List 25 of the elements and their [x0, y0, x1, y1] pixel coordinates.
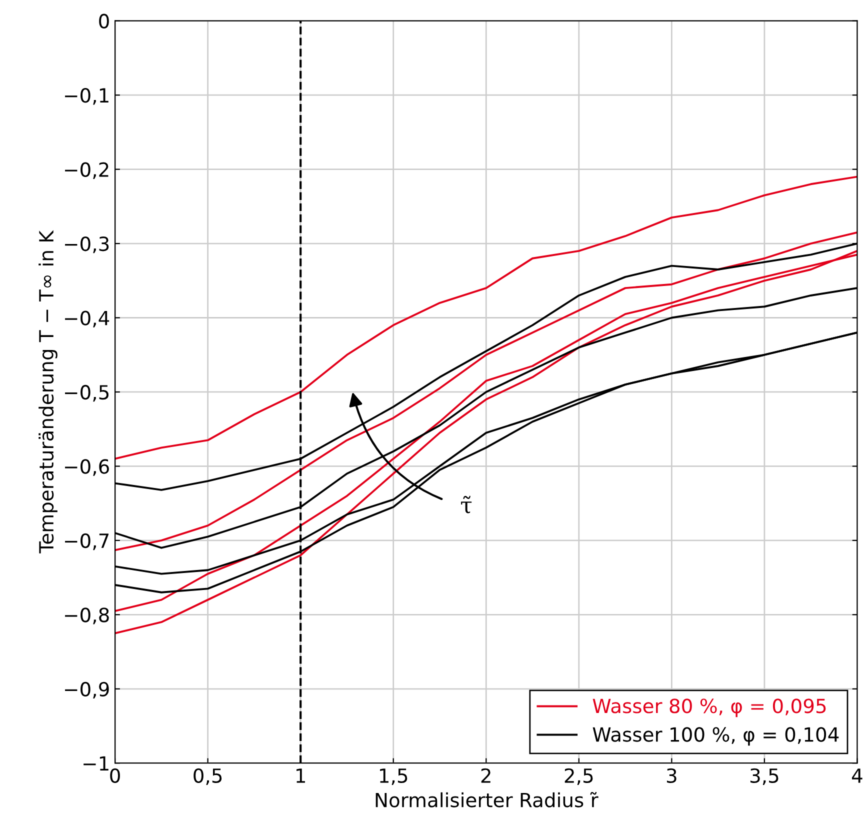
annotation: τ̃ [461, 496, 472, 514]
x-tick-label: 1,5 [380, 768, 408, 786]
y-tick-label: −0,3 [65, 236, 109, 254]
y-tick-label: −0,9 [65, 682, 109, 699]
y-axis-title: Temperaturänderung T − T∞ in K [38, 230, 58, 554]
legend-label: Wasser 100 %, φ = 0,104 [592, 727, 839, 746]
x-tick-label: 0,5 [194, 768, 222, 786]
y-tick-label: −0,4 [65, 310, 110, 328]
y-tick-label: −0,8 [65, 608, 109, 624]
y-tick-label: −1 [84, 756, 108, 770]
x-tick-label: 4 [852, 768, 862, 783]
y-tick-label: −0,5 [65, 384, 108, 402]
x-tick-label: 2,5 [564, 768, 593, 786]
y-tick-label: −0,2 [65, 162, 108, 179]
x-tick-label: 3,5 [750, 768, 778, 786]
x-tick-label: 2 [481, 768, 490, 783]
x-tick-label: 3 [666, 768, 676, 784]
y-tick-label: 0 [99, 14, 109, 29]
y-tick-label: −0,6 [65, 459, 109, 476]
y-tick-label: −0,7 [65, 533, 109, 550]
legend-label: Wasser 80 %, φ = 0,095 [592, 698, 826, 718]
x-tick-label: 1 [296, 768, 305, 783]
x-tick-label: 0 [110, 768, 120, 784]
x-axis-title: Normalisierter Radius r̃ [376, 792, 598, 808]
y-tick-label: −0,1 [65, 88, 108, 105]
